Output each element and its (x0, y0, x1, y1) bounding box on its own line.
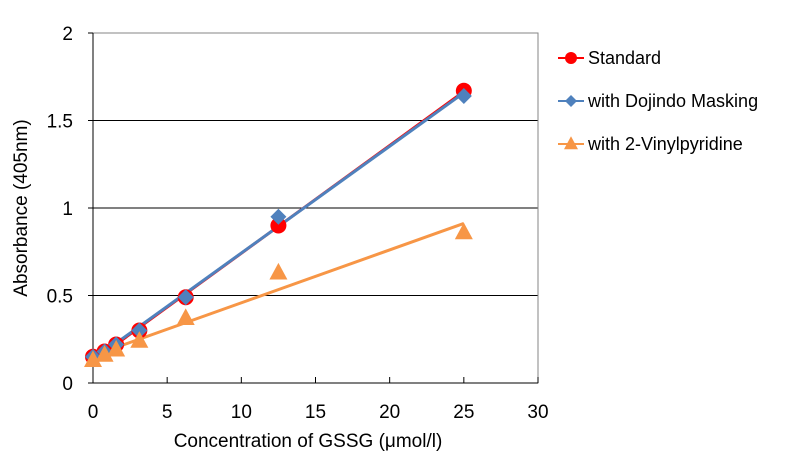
data-point (107, 339, 126, 357)
x-tick-label: 15 (305, 402, 326, 423)
legend-label: Standard (588, 48, 661, 68)
data-point (84, 350, 102, 367)
data-point (454, 222, 473, 240)
x-tick-label: 5 (162, 402, 173, 423)
series-triangle (84, 222, 473, 367)
data-point (131, 322, 148, 339)
x-tick-label: 10 (231, 402, 252, 423)
x-tick-labels: 0 5 10 15 20 25 30 (88, 402, 549, 423)
y-tick-label: 0 (62, 374, 73, 395)
legend-item: with 2-Vinylpyridine (558, 134, 743, 154)
x-tick-label: 30 (527, 402, 548, 423)
y-tick-labels: 0 0.5 1 1.5 2 (47, 24, 73, 395)
data-point (95, 345, 114, 362)
data-point (130, 331, 149, 348)
data-point (177, 289, 194, 306)
x-axis-title: Concentration of GSSG (μmol/l) (174, 431, 443, 452)
x-tick-label: 0 (88, 402, 99, 423)
trendline-triangle (92, 222, 465, 358)
legend-marker-triangle (564, 136, 578, 150)
x-tick-label: 25 (453, 402, 474, 423)
y-tick-label: 1 (62, 199, 73, 220)
data-point (176, 308, 195, 325)
x-tick-label: 20 (379, 402, 400, 423)
legend-marker-circle (565, 52, 577, 64)
y-tick-label: 0.5 (47, 287, 73, 308)
legend-item: with Dojindo Masking (558, 91, 758, 111)
axes (88, 32, 539, 384)
data-point (455, 88, 472, 104)
y-axis-title: Absorbance (405nm) (11, 119, 32, 296)
legend-label: with Dojindo Masking (587, 91, 758, 111)
y-tick-label: 1.5 (47, 112, 73, 133)
data-point (270, 217, 287, 234)
data-point (269, 262, 288, 280)
gridlines (93, 32, 538, 296)
data-points (84, 82, 473, 367)
data-point (270, 208, 287, 225)
legend-item: Standard (558, 48, 661, 68)
legend-label: with 2-Vinylpyridine (587, 134, 743, 154)
legend-marker-diamond (565, 95, 577, 107)
y-tick-label: 2 (62, 24, 73, 45)
legend: Standard with Dojindo Masking with 2-Vinyl… (558, 48, 758, 154)
